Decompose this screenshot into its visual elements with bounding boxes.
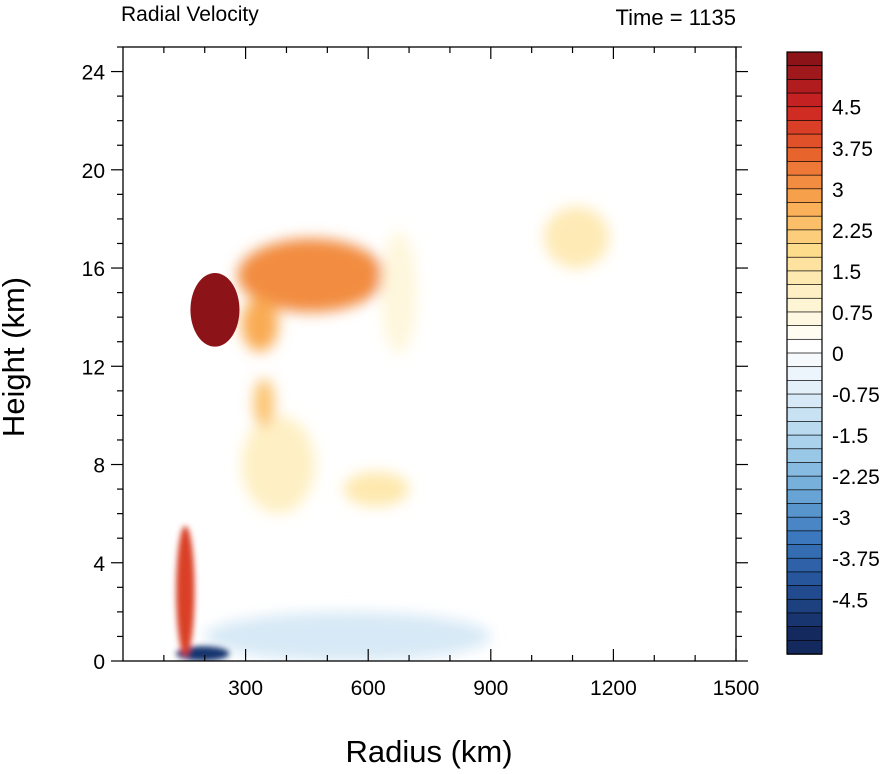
velocity-field <box>123 47 736 661</box>
colorbar-tick-label: -1.5 <box>832 425 868 448</box>
colorbar-tick-label: -3 <box>832 507 851 530</box>
x-tick-label: 300 <box>228 677 263 700</box>
colorbar-bin <box>786 65 823 81</box>
colorbar-bin <box>786 311 823 327</box>
y-tick-label: 24 <box>82 62 106 85</box>
field-feature-upper-cell <box>380 231 418 354</box>
colorbar-bin <box>786 557 823 573</box>
colorbar-tick-label: 3 <box>832 179 844 202</box>
colorbar-bin <box>786 352 823 368</box>
colorbar-bin <box>786 51 823 67</box>
colorbar-bin <box>786 161 823 176</box>
x-tick-label: 1200 <box>590 677 637 700</box>
plot-frame <box>122 46 737 662</box>
colorbar-bin <box>786 598 823 614</box>
colorbar <box>786 51 823 655</box>
x-tick-label: 1500 <box>713 677 760 700</box>
colorbar-bin <box>786 338 823 354</box>
colorbar-tick-label: 0.75 <box>832 302 873 325</box>
colorbar-bin <box>786 79 823 94</box>
y-tick-label: 16 <box>82 258 105 281</box>
colorbar-bin <box>786 407 823 423</box>
field-feature-inflow-layer <box>176 646 230 661</box>
y-axis: 0 4 8 12 16 20 24 <box>82 46 748 674</box>
colorbar-tick-label: 2.25 <box>832 220 873 243</box>
colorbar-bin <box>786 393 823 409</box>
field-feature-upper-cell <box>543 206 610 269</box>
colorbar-bin <box>786 215 823 231</box>
colorbar-tick-label: 0 <box>832 343 844 366</box>
y-tick-label: 4 <box>93 553 105 576</box>
colorbar-bin <box>786 421 823 436</box>
field-feature-inflow-layer <box>204 611 491 661</box>
colorbar-bin <box>786 462 823 477</box>
colorbar-bin <box>786 639 823 655</box>
outflow-core-patch <box>207 272 221 345</box>
colorbar-bin <box>786 297 823 313</box>
colorbar-tick-label: -3.75 <box>832 548 880 571</box>
colorbar-bin <box>786 516 823 532</box>
colorbar-bin <box>786 92 823 108</box>
field-feature-mid-outflow <box>253 378 275 428</box>
colorbar-tick-label: -4.5 <box>832 589 868 612</box>
field-feature-mid-outflow <box>241 415 316 514</box>
colorbar-bin <box>786 325 823 341</box>
y-tick-label: 8 <box>93 455 105 478</box>
colorbar-bin <box>786 243 823 258</box>
colorbar-bin <box>786 147 823 163</box>
colorbar-bin <box>786 174 823 190</box>
colorbar-bin <box>786 434 823 450</box>
colorbar-tick-label: 3.75 <box>832 138 873 161</box>
colorbar-bin <box>786 571 823 587</box>
time-label: Time = 1135 <box>616 5 736 30</box>
colorbar-bin <box>786 202 823 217</box>
colorbar-tick-label: -2.25 <box>832 466 880 489</box>
colorbar-frame <box>786 51 823 655</box>
colorbar-bin <box>786 270 823 286</box>
x-axis: 300 600 900 1200 1500 <box>163 47 760 700</box>
y-axis-label: Height (km) <box>0 277 31 437</box>
colorbar-bin <box>786 503 823 518</box>
colorbar-bin <box>786 284 823 300</box>
colorbar-bin <box>786 489 823 505</box>
y-tick-label: 20 <box>82 160 105 183</box>
y-tick-label: 0 <box>93 651 105 674</box>
colorbar-bin <box>786 544 823 559</box>
colorbar-bin <box>786 229 823 245</box>
x-tick-label: 600 <box>351 677 386 700</box>
colorbar-bin <box>786 530 823 546</box>
colorbar-bin <box>786 366 823 382</box>
field-feature-mid-outflow <box>343 471 410 507</box>
y-tick-label: 12 <box>82 356 105 379</box>
colorbar-bin <box>786 106 823 122</box>
colorbar-labels: 4.5 3.75 3 2.25 1.5 0.75 0 -0.75 -1.5 -2.25 -3 -3.7… <box>832 97 880 613</box>
colorbar-bin <box>786 626 823 642</box>
colorbar-bin <box>786 612 823 628</box>
colorbar-bin <box>786 188 823 204</box>
colorbar-tick-label: -0.75 <box>832 384 880 407</box>
colorbar-bin <box>786 120 823 135</box>
field-feature-outflow-cell <box>241 297 279 352</box>
x-axis-label: Radius (km) <box>345 734 512 769</box>
chart-title: Radial Velocity <box>121 3 259 26</box>
colorbar-bin <box>786 380 823 395</box>
colorbar-bin <box>786 475 823 491</box>
field-feature-outflow-jet <box>237 238 385 313</box>
colorbar-bin <box>786 133 823 149</box>
colorbar-tick-label: 1.5 <box>832 261 861 284</box>
x-tick-label: 900 <box>473 677 508 700</box>
field-feature-eyewall-streak <box>176 525 195 657</box>
colorbar-bin <box>786 448 823 464</box>
colorbar-bin <box>786 256 823 272</box>
colorbar-tick-label: 4.5 <box>832 97 861 120</box>
colorbar-bin <box>786 585 823 601</box>
